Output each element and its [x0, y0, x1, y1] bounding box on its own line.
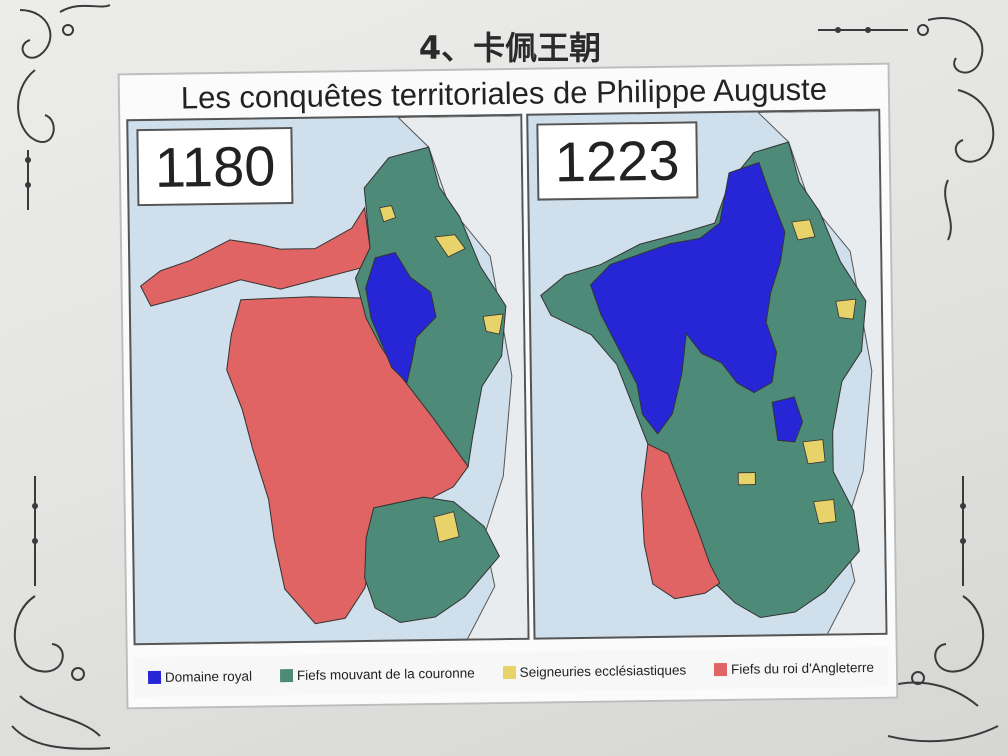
ornament-bottom-right: [877, 476, 999, 743]
year-label-1180: 1180: [136, 126, 294, 207]
legend-item-ecclesiastical: Seigneuries ecclésiastiques: [502, 662, 687, 680]
legend-swatch: [502, 665, 516, 679]
region-church-2: [434, 234, 466, 258]
legend-label: Seigneuries ecclésiastiques: [519, 662, 687, 680]
legend-swatch: [279, 668, 293, 682]
legend-item-royal-domain: Domaine royal: [147, 668, 253, 685]
region-church-3: [802, 439, 826, 465]
region-royal-domain: [365, 251, 437, 384]
region-church-5: [737, 472, 756, 486]
legend-label: Domaine royal: [164, 668, 253, 685]
region-church-4: [433, 511, 460, 543]
region-anglo-fiefs: [641, 443, 721, 600]
legend-item-crown-fiefs: Fiefs mouvant de la couronne: [279, 664, 475, 683]
legend-item-english-fiefs: Fiefs du roi d'Angleterre: [714, 659, 874, 676]
legend-label: Fiefs mouvant de la couronne: [296, 664, 475, 683]
legend-swatch: [147, 670, 162, 684]
map-figure: Les conquêtes territoriales de Philippe …: [117, 62, 899, 710]
slide-title: 4、卡佩王朝: [418, 29, 602, 67]
region-church-2: [835, 298, 857, 320]
map-panel-1180: 1180: [126, 113, 530, 646]
region-royal-domain: [590, 161, 786, 435]
map-panel-1223: 1223: [526, 108, 888, 640]
ornament-bottom-left: [11, 476, 111, 750]
region-church-1: [378, 205, 397, 223]
map-legend: Domaine royal Fiefs mouvant de la couron…: [133, 646, 889, 698]
year-label-1223: 1223: [536, 121, 698, 201]
region-church-1: [791, 219, 816, 241]
legend-swatch: [714, 662, 728, 676]
region-church-4: [813, 499, 837, 525]
region-church-3: [482, 313, 504, 335]
region-royal-domain-south: [771, 396, 804, 443]
ornament-top-left: [17, 4, 111, 210]
region-crown-fiefs-south: [364, 496, 500, 624]
legend-label: Fiefs du roi d'Angleterre: [730, 659, 875, 677]
france-map-1180: [139, 115, 530, 644]
france-map-1223: [540, 110, 888, 639]
ornament-top-right: [818, 17, 995, 241]
